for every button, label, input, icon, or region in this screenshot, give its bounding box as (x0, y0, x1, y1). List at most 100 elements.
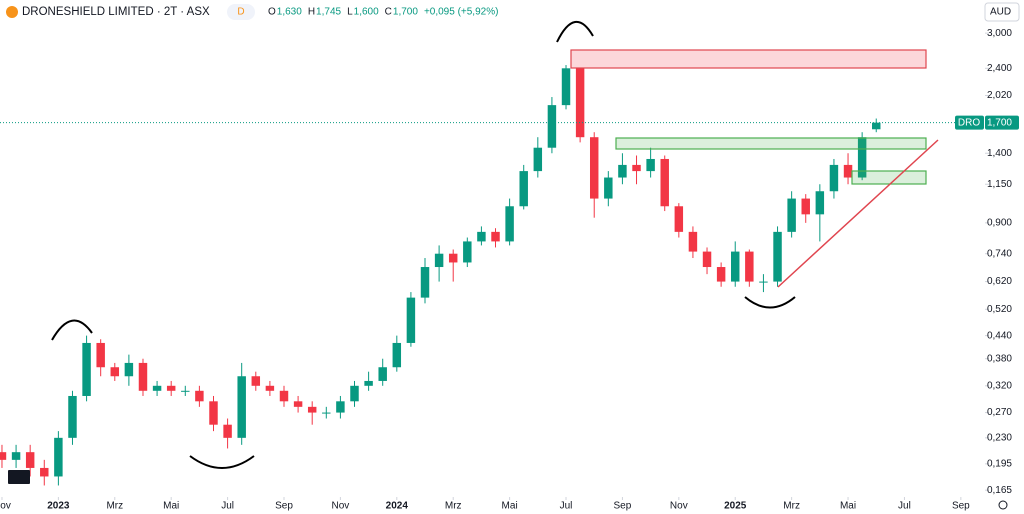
candle-body (251, 376, 261, 386)
y-tick-label: 0,520 (987, 304, 1012, 315)
candle-body (787, 198, 796, 232)
drawings (51, 21, 939, 469)
candle-body (223, 424, 232, 438)
y-tick-label: 1,150 (987, 179, 1012, 190)
candle-body (589, 137, 599, 199)
candle-body (110, 367, 120, 377)
ohlc-key: O (268, 7, 276, 18)
y-tick-label: 0,440 (987, 330, 1012, 341)
x-tick-label: Nov (670, 501, 688, 512)
candle-body (279, 390, 289, 402)
candle-body (40, 467, 49, 477)
candle-body (392, 342, 402, 368)
candle-body (265, 385, 275, 391)
candle-body (25, 452, 35, 468)
candle-body (11, 452, 21, 460)
y-tick-label: 0,740 (987, 248, 1012, 259)
price-label: 1,700 (987, 117, 1012, 128)
settings-icon[interactable] (998, 500, 1008, 510)
currency-button[interactable] (984, 2, 1020, 22)
x-tick-label: Jul (560, 501, 573, 512)
x-tick-label: Sep (952, 501, 970, 512)
y-tick-label: 0,380 (987, 353, 1012, 364)
tv-logo[interactable] (8, 470, 30, 484)
candle-body (731, 251, 740, 282)
candle-body (307, 406, 317, 413)
ohlc-value: 1,700 (393, 7, 418, 18)
candle-body (618, 164, 627, 178)
candle-body (843, 164, 853, 178)
y-tick-label: 0,195 (987, 458, 1012, 469)
candle-body (759, 281, 768, 283)
candle-body (68, 395, 77, 438)
candle-body (124, 362, 134, 377)
candle-body (463, 241, 472, 263)
arc (189, 455, 255, 469)
ohlc-value: 1,630 (277, 7, 302, 18)
symbol-label-bg (955, 115, 984, 130)
candle-body (491, 231, 500, 242)
candle-body (448, 253, 458, 263)
resistance-zone (570, 49, 927, 69)
candle-body (350, 385, 359, 402)
x-tick-label: Mrz (783, 501, 800, 512)
candle-body (195, 390, 204, 402)
interval-badge: D (237, 7, 244, 18)
candle-body (716, 267, 726, 282)
y-tick-label: 0,320 (987, 380, 1012, 391)
candle-body (575, 68, 585, 138)
candle-body (293, 401, 303, 407)
badge (227, 4, 255, 20)
support-zone (851, 170, 927, 185)
candle-body (773, 231, 782, 282)
candle-body (336, 401, 345, 413)
candle-body (688, 231, 698, 252)
symbol-title[interactable]: DRONESHIELD LIMITED · 2T · ASX (22, 6, 210, 18)
candle-body (815, 191, 825, 215)
candle-body (322, 412, 331, 414)
candle-body (181, 390, 190, 392)
x-tick-label: 2023 (47, 501, 70, 512)
candle-body (702, 251, 712, 268)
x-tick-label: 2024 (386, 501, 409, 512)
ohlc-header: O 1,630 H 1,745 L 1,600 C 1,700 +0,095 (+5,92%) (268, 7, 498, 18)
candle-body (646, 158, 655, 172)
y-tick-label: 2,020 (987, 90, 1012, 101)
candle-body (152, 385, 162, 391)
candle-body (561, 68, 571, 106)
candle-body (632, 164, 641, 172)
currency[interactable]: AUD (990, 7, 1011, 18)
x-tick-label: Jul (898, 501, 911, 512)
ohlc-value: 1,745 (316, 7, 341, 18)
symbol-logo (6, 6, 18, 18)
ohlc-value: 1,600 (354, 7, 379, 18)
x-tick-label: 2025 (724, 501, 747, 512)
x-tick-label: Mrz (445, 501, 462, 512)
candle-body (209, 401, 218, 425)
candle-body (745, 251, 754, 282)
candle-body (378, 367, 387, 381)
ohlc-key: C (385, 7, 392, 18)
y-tick-label: 0,165 (987, 485, 1012, 496)
x-tick-label: Mai (163, 501, 179, 512)
trend-line (777, 139, 939, 288)
candle-body (54, 437, 63, 477)
candle-body (237, 376, 246, 438)
x-tick-label: Mai (840, 501, 856, 512)
candle-body (505, 206, 514, 242)
arc (556, 21, 594, 43)
y-tick-label: 0,270 (987, 407, 1012, 418)
candle-body (604, 177, 613, 199)
y-tick-label: 0,900 (987, 218, 1012, 229)
candle-body (829, 164, 839, 192)
ohlc-key: H (308, 7, 315, 18)
candle-body (533, 147, 543, 172)
candle-body (519, 171, 528, 207)
candle-body (406, 297, 416, 343)
candle-body (364, 380, 373, 386)
candle-body (82, 342, 91, 396)
candle-body (96, 342, 105, 368)
candle-body (138, 362, 148, 391)
x-tick-label: Jul (221, 501, 234, 512)
